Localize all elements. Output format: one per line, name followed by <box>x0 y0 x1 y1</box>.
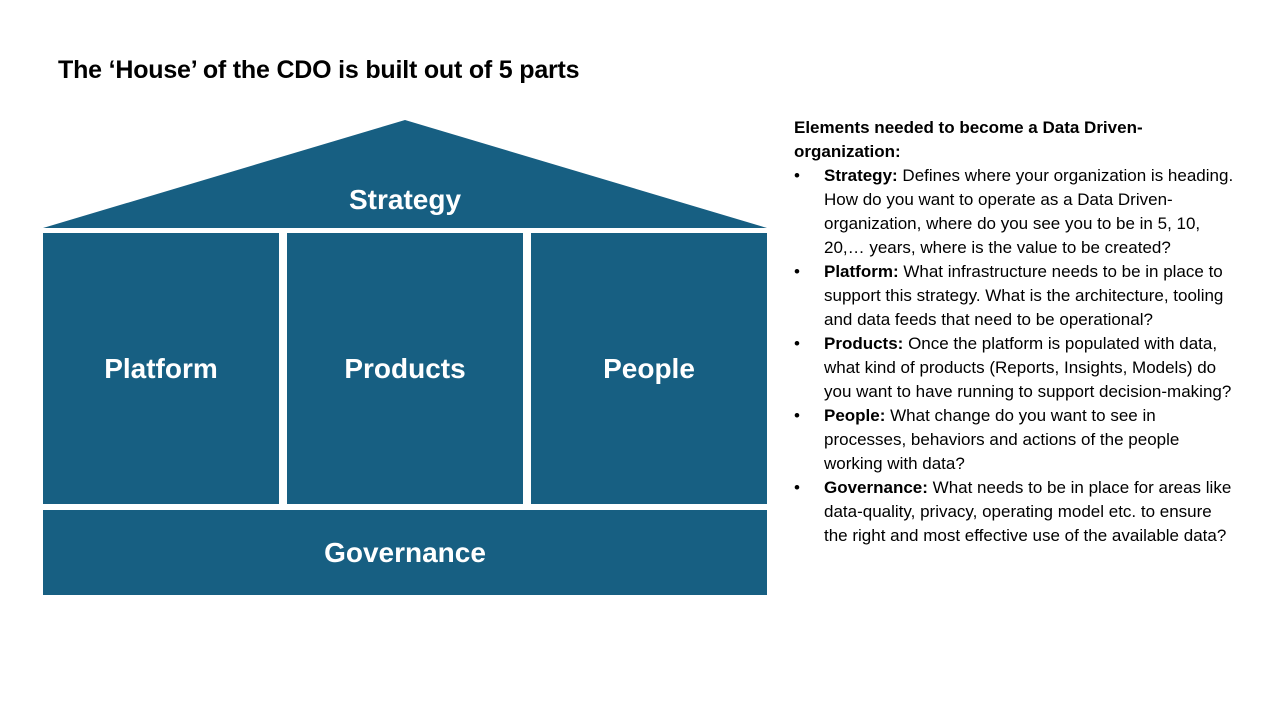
foundation-governance: Governance <box>43 510 767 595</box>
item-term: Strategy: <box>824 166 898 185</box>
roof-shape <box>43 120 767 228</box>
bullet-icon: • <box>794 478 800 497</box>
list-item-strategy: • Strategy: Defines where your organizati… <box>794 164 1234 260</box>
list-item-people: • People: What change do you want to see … <box>794 404 1234 476</box>
item-text: What infrastructure needs to be in place… <box>824 262 1224 329</box>
bullet-icon: • <box>794 262 800 281</box>
list-item-platform: • Platform: What infrastructure needs to … <box>794 260 1234 332</box>
elements-list: • Strategy: Defines where your organizati… <box>794 164 1234 548</box>
item-term: Products: <box>824 334 904 353</box>
pillar-people: People <box>531 233 767 504</box>
item-text: Defines where your organization is headi… <box>824 166 1234 257</box>
item-term: Platform: <box>824 262 899 281</box>
slide-title: The ‘House’ of the CDO is built out of 5… <box>58 56 580 84</box>
list-item-governance: • Governance: What needs to be in place f… <box>794 476 1234 548</box>
elements-panel: Elements needed to become a Data Driven-… <box>794 116 1234 548</box>
bullet-icon: • <box>794 406 800 425</box>
pillar-platform: Platform <box>43 233 279 504</box>
house-diagram: Strategy Platform Products People Govern… <box>43 120 767 596</box>
item-term: People: <box>824 406 886 425</box>
bullet-icon: • <box>794 334 800 353</box>
pillar-products: Products <box>287 233 523 504</box>
item-text: What needs to be in place for areas like… <box>824 478 1232 545</box>
list-item-products: • Products: Once the platform is populate… <box>794 332 1234 404</box>
item-term: Governance: <box>824 478 928 497</box>
roof-strategy-label: Strategy <box>348 184 462 215</box>
panel-heading: Elements needed to become a Data Driven-… <box>794 118 1143 161</box>
item-text: Once the platform is populated with data… <box>824 334 1232 401</box>
item-text: What change do you want to see in proces… <box>824 406 1180 473</box>
bullet-icon: • <box>794 166 800 185</box>
